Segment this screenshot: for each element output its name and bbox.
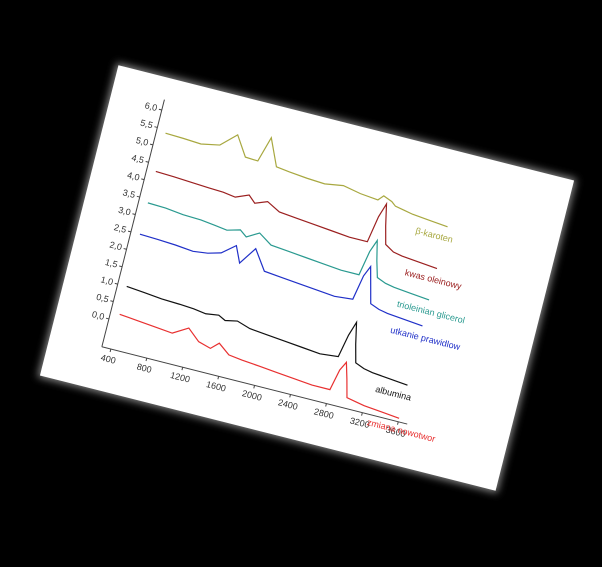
y-tick xyxy=(136,195,140,198)
x-tick xyxy=(397,421,399,425)
x-tick xyxy=(289,394,291,398)
spectrum-line xyxy=(139,233,423,327)
x-tick-label: 1200 xyxy=(169,370,191,385)
y-tick-label: 2,5 xyxy=(113,222,128,235)
y-tick xyxy=(127,230,132,233)
spectrum-line xyxy=(147,202,430,301)
y-tick xyxy=(110,300,114,303)
y-axis xyxy=(101,99,165,347)
x-tick xyxy=(253,385,256,389)
x-tick-label: 3200 xyxy=(349,415,371,430)
spectrum-line xyxy=(155,170,438,270)
y-tick-label: 4,5 xyxy=(131,152,146,165)
spectrum-line xyxy=(119,313,400,419)
y-tick xyxy=(123,248,127,250)
spectrum-line xyxy=(165,132,448,228)
y-tick-label: 4,0 xyxy=(126,170,141,183)
x-tick-label: 3600 xyxy=(385,425,407,440)
y-tick-label: 6,0 xyxy=(144,100,159,113)
y-tick xyxy=(141,178,145,181)
y-tick-label: 5,0 xyxy=(135,135,150,148)
x-tick xyxy=(109,348,112,353)
x-tick-label: 800 xyxy=(136,362,153,375)
x-tick xyxy=(145,358,148,362)
x-tick-label: 2400 xyxy=(277,397,299,412)
y-tick-label: 5,5 xyxy=(139,118,154,131)
y-tick-label: 1,5 xyxy=(104,257,119,270)
y-tick-label: 2,0 xyxy=(108,240,123,253)
y-tick xyxy=(114,282,118,285)
y-tick-label: 3,5 xyxy=(122,187,137,200)
x-tick xyxy=(181,367,184,371)
card-face xyxy=(39,65,575,491)
y-tick xyxy=(158,108,162,111)
y-tick-label: 0,0 xyxy=(91,309,106,322)
x-tick-label: 2000 xyxy=(241,388,263,403)
y-tick xyxy=(132,213,136,215)
x-tick-label: 1600 xyxy=(205,379,227,394)
x-tick xyxy=(361,412,363,416)
x-tick xyxy=(217,376,220,380)
y-tick xyxy=(145,161,149,163)
x-tick-label: 400 xyxy=(100,352,117,365)
y-tick-label: 3,0 xyxy=(117,205,132,218)
x-tick-label: 2800 xyxy=(313,406,335,421)
y-tick xyxy=(154,126,158,128)
y-tick xyxy=(149,143,154,146)
y-tick xyxy=(119,265,123,268)
card: 0,0 0,5 1,0 1,5 2,0 2,5 3,0 3,5 4,0 4,5 5,0 5,5 6,0 4… xyxy=(37,62,577,494)
y-tick xyxy=(105,317,110,320)
y-tick-label: 0,5 xyxy=(95,292,110,305)
spectrum-line xyxy=(126,285,408,386)
x-tick xyxy=(325,403,327,407)
y-tick-label: 1,0 xyxy=(100,274,115,287)
